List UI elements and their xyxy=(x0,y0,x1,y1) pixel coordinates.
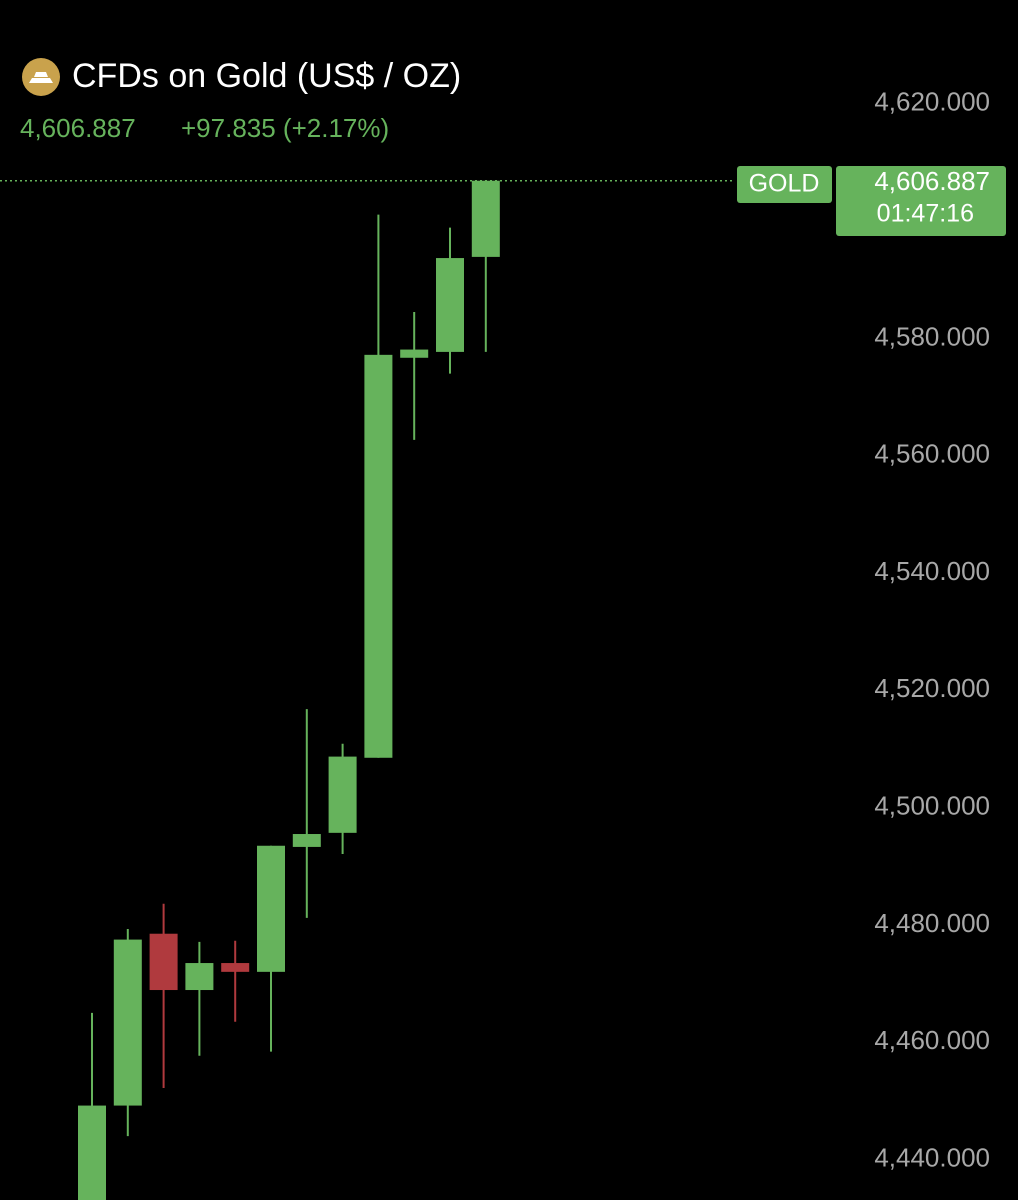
title: CFDs on Gold (US$ / OZ) xyxy=(72,57,461,95)
y-tick-label: 4,500.000 xyxy=(874,790,990,820)
y-tick-label: 4,440.000 xyxy=(874,1142,990,1172)
y-tick-label: 4,520.000 xyxy=(874,673,990,703)
plot-area: 4,440.000 4,460.000 4,480.000 4,500.000 4,52… xyxy=(0,87,990,1200)
candle-body xyxy=(221,963,250,972)
candle-body xyxy=(292,834,321,847)
candle-body xyxy=(436,258,464,352)
candle-body xyxy=(78,1105,106,1200)
y-tick-label: 4,620.000 xyxy=(874,87,990,117)
candle-body xyxy=(149,933,178,991)
symbol-label: GOLD xyxy=(749,170,820,198)
symbol-badge xyxy=(737,166,832,203)
y-tick-label: 4,480.000 xyxy=(874,908,990,938)
candle-body xyxy=(257,845,285,972)
y-tick-label: 4,540.000 xyxy=(874,556,990,586)
candle-body xyxy=(185,963,214,991)
candle-body xyxy=(113,939,142,1106)
price-change: +97.835 (+2.17%) xyxy=(181,113,389,143)
y-tick-label: 4,560.000 xyxy=(874,439,990,469)
candle-body xyxy=(328,756,357,833)
gold-icon-bars xyxy=(29,72,53,83)
y-tick-label: 4,460.000 xyxy=(874,1025,990,1055)
candle-body xyxy=(400,349,429,358)
candle-body xyxy=(364,354,393,758)
price-badge-value: 4,606.887 xyxy=(874,166,990,196)
last-price: 4,606.887 xyxy=(20,113,136,143)
price-badge xyxy=(836,166,1006,236)
y-tick-label: 4,580.000 xyxy=(874,321,990,351)
countdown: 01:47:16 xyxy=(877,200,974,228)
candle-body xyxy=(471,180,500,257)
